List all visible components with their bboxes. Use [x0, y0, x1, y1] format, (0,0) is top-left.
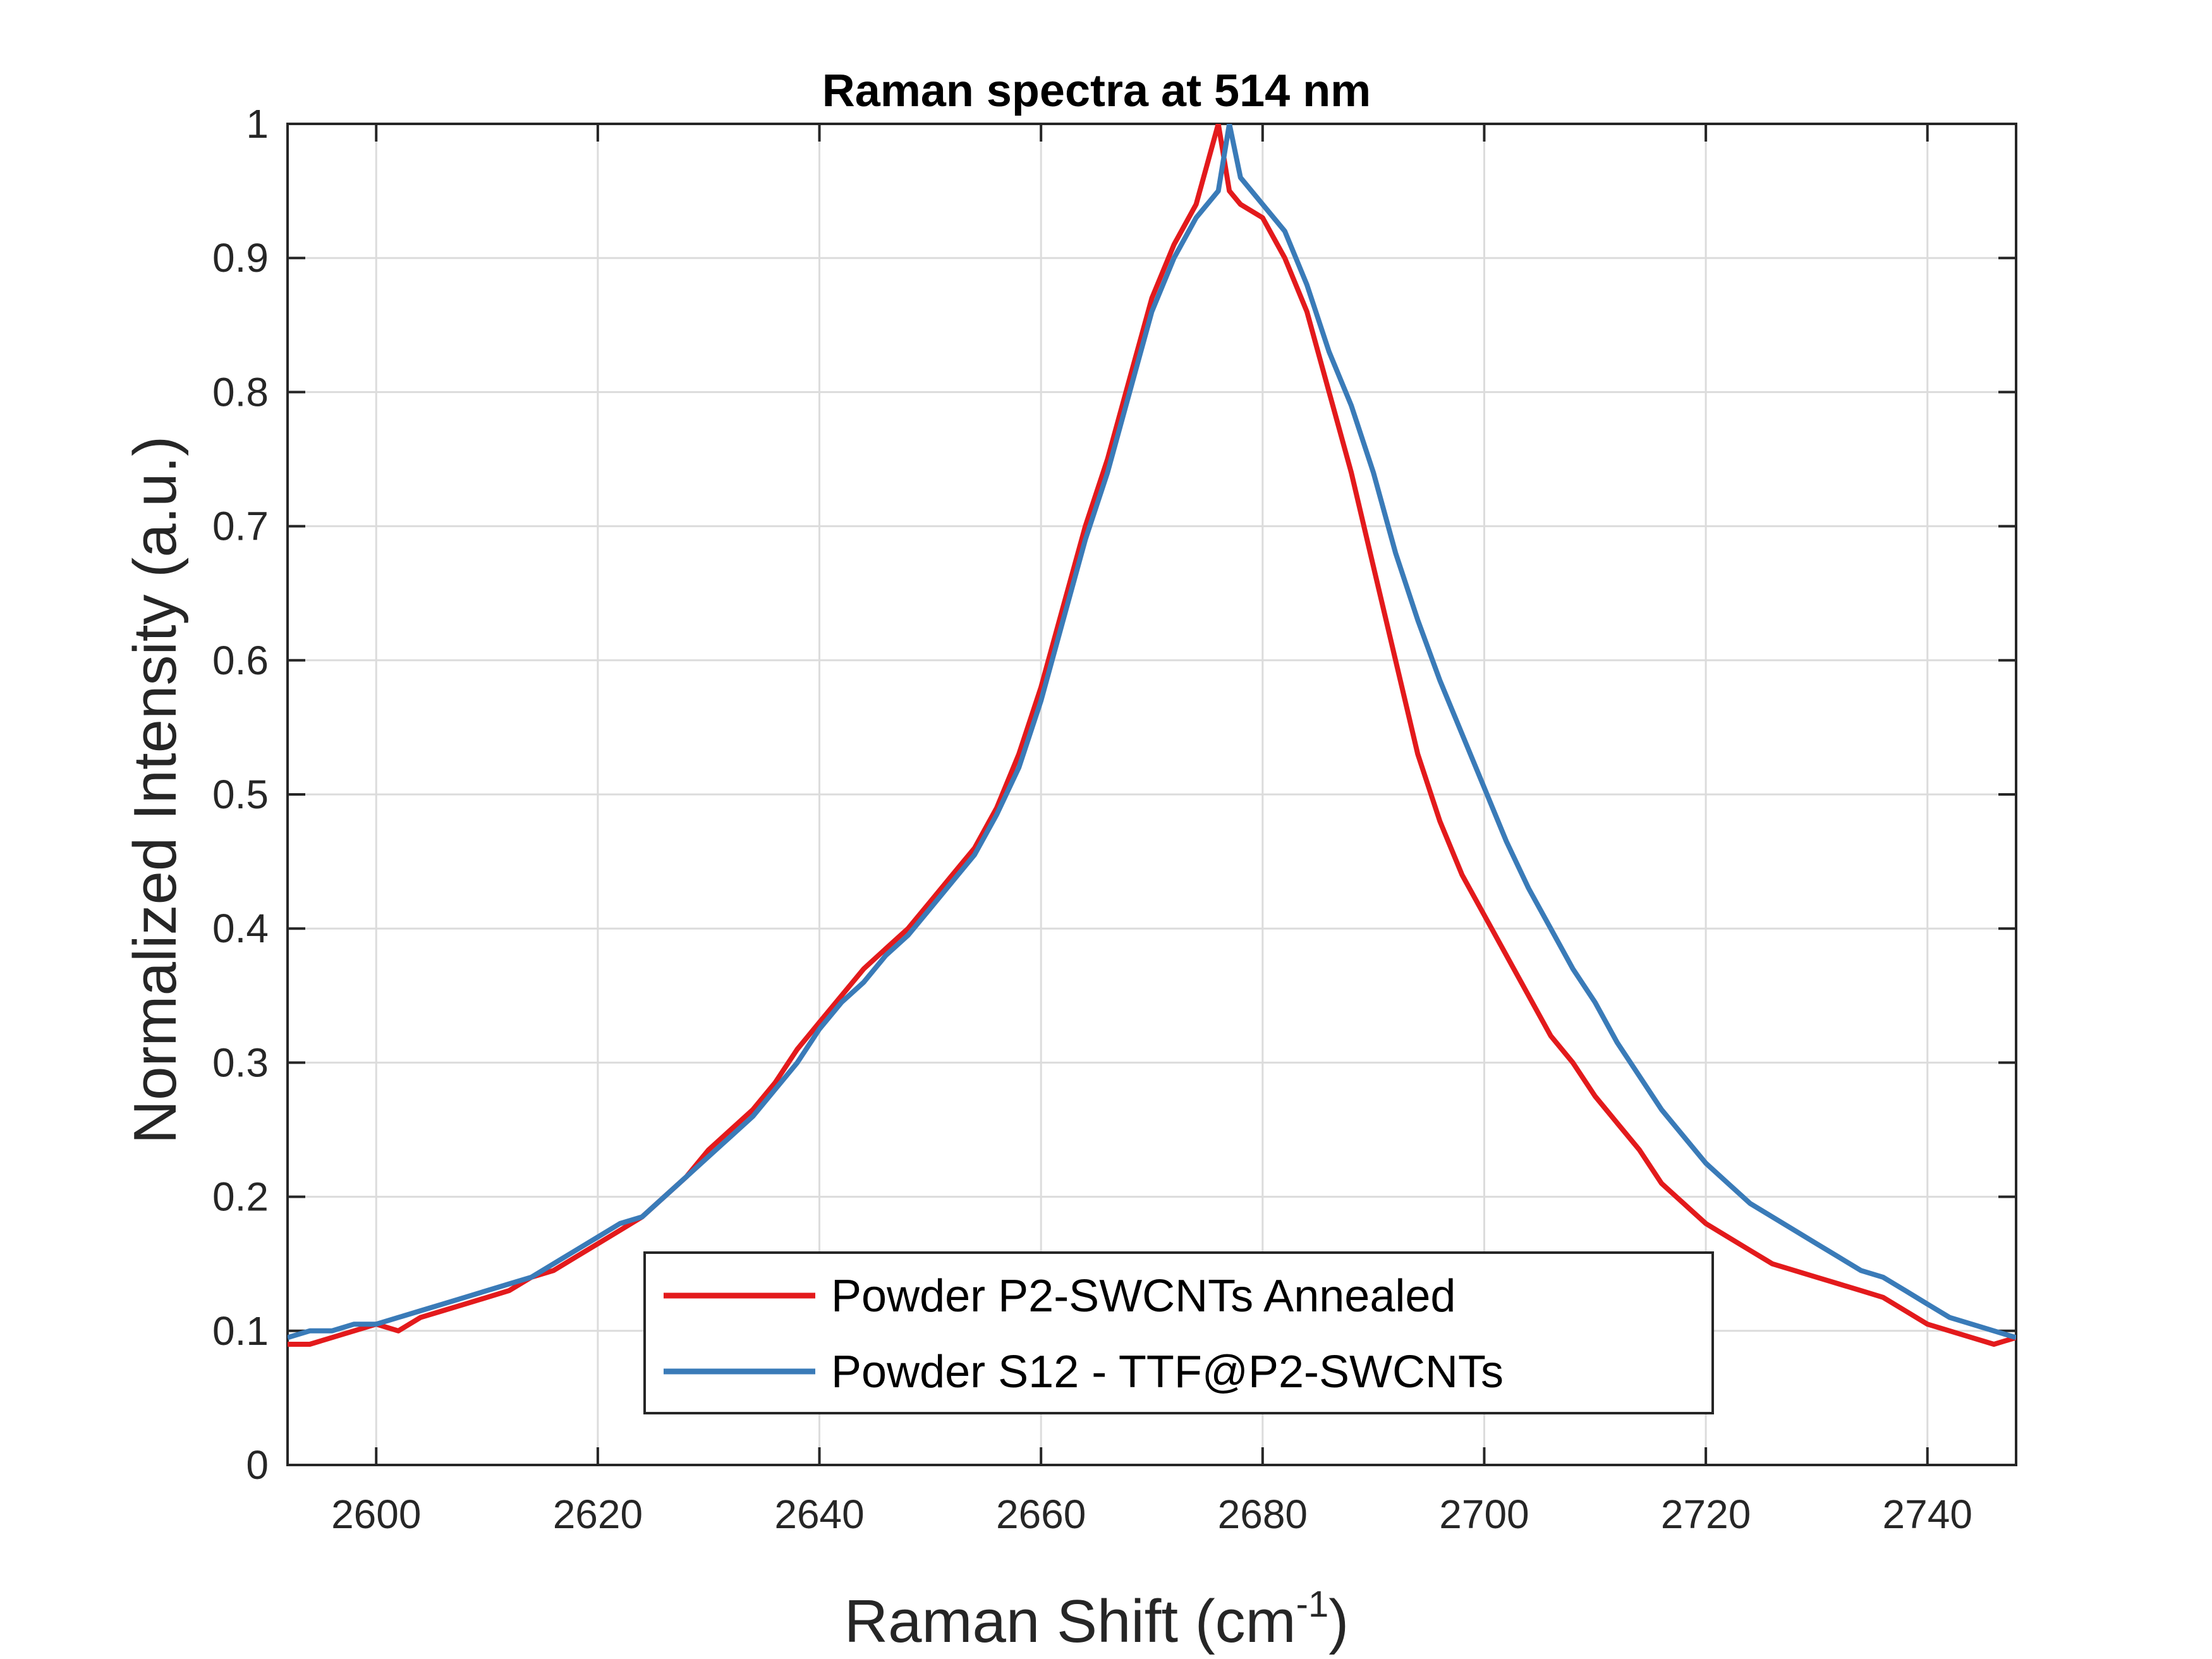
y-tick-label: 0.1	[212, 1308, 269, 1354]
y-tick-label: 0.2	[212, 1174, 269, 1220]
y-tick-labels: 0 0.1 0.2 0.3 0.4 0.5 0.6 0.7 0.8 0.9 1	[212, 101, 269, 1488]
y-tick-label: 0.6	[212, 638, 269, 683]
y-tick-label: 0.3	[212, 1040, 269, 1085]
series-line-2	[288, 124, 2016, 1340]
y-tick-label: 1	[246, 101, 269, 147]
series-line-1	[288, 124, 2016, 1347]
axis-ticks	[288, 123, 2016, 1466]
x-axis-label-main: Raman Shift (cm	[844, 1588, 1296, 1655]
x-tick-label: 2740	[1883, 1492, 1972, 1537]
x-tick-label: 2660	[996, 1492, 1086, 1537]
x-tick-label: 2720	[1661, 1492, 1751, 1537]
x-tick-label: 2680	[1218, 1492, 1308, 1537]
data-series	[288, 124, 2016, 1347]
y-axis-label: Normalized Intensity (a.u.)	[121, 436, 189, 1144]
x-axis-label: Raman Shift (cm-1)	[844, 1584, 1349, 1655]
y-tick-label: 0.5	[212, 772, 269, 817]
x-tick-label: 2600	[331, 1492, 421, 1537]
y-tick-label: 0	[246, 1442, 269, 1488]
chart-title: Raman spectra at 514 nm	[822, 66, 1371, 116]
x-tick-label: 2620	[553, 1492, 643, 1537]
x-tick-labels: 2600 2620 2640 2660 2680 2700 2720 2740	[331, 1492, 1972, 1537]
y-tick-label: 0.8	[212, 369, 269, 415]
legend: Powder P2-SWCNTs Annealed Powder S12 - T…	[643, 1251, 1714, 1414]
legend-label-series-1: Powder P2-SWCNTs Annealed	[831, 1271, 1455, 1322]
x-tick-label: 2640	[774, 1492, 864, 1537]
y-tick-label: 0.4	[212, 906, 269, 951]
x-axis-label-superscript: -1	[1296, 1584, 1329, 1625]
y-tick-label: 0.7	[212, 504, 269, 549]
legend-box	[643, 1251, 1714, 1414]
x-axis-label-close: )	[1328, 1588, 1349, 1655]
legend-label-series-2: Powder S12 - TTF@P2-SWCNTs	[831, 1347, 1504, 1397]
y-tick-label: 0.9	[212, 235, 269, 281]
x-tick-label: 2700	[1439, 1492, 1529, 1537]
